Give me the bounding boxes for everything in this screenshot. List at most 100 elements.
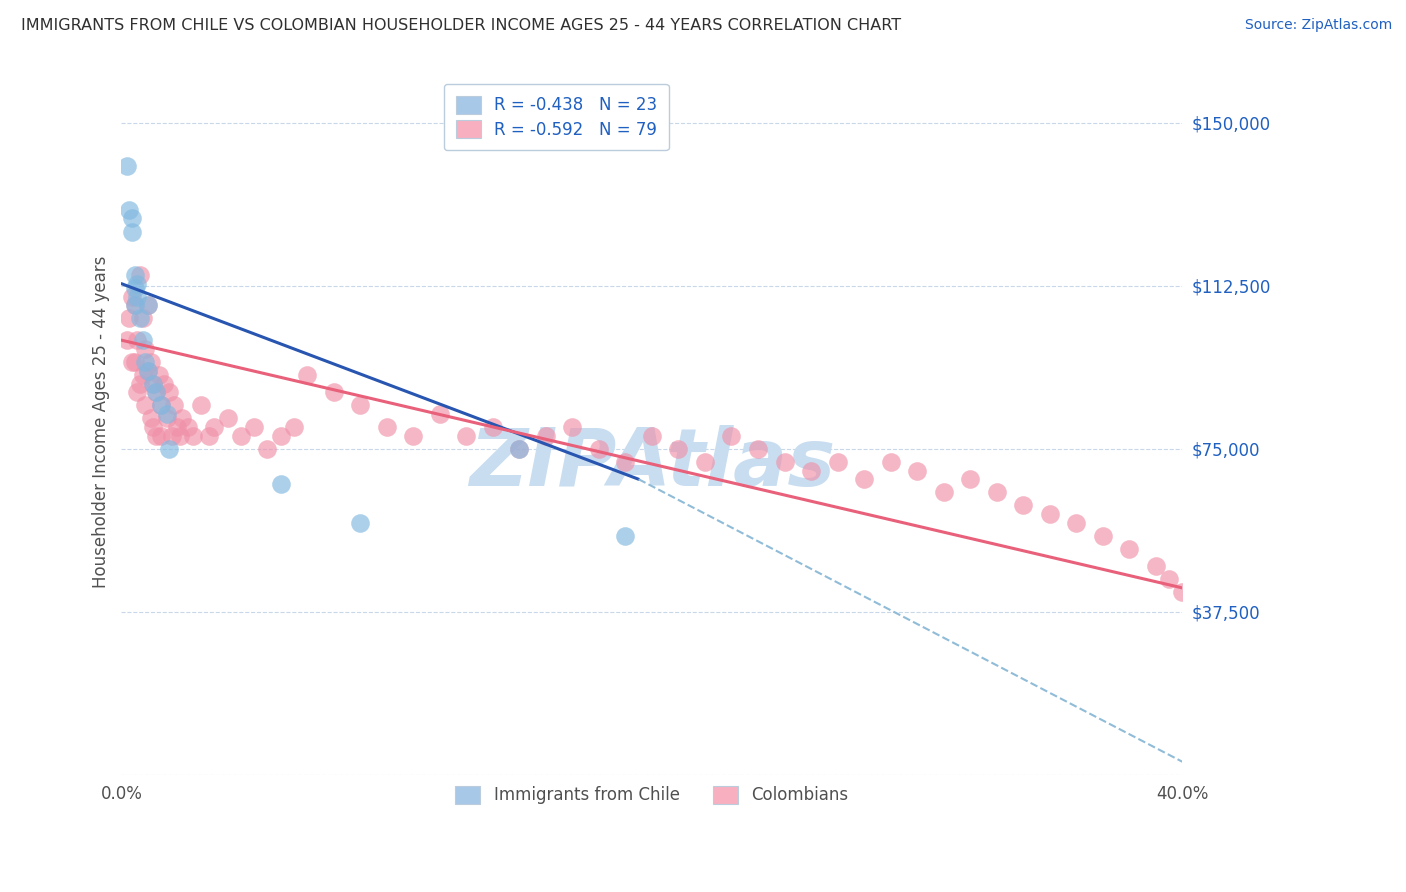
Legend: Immigrants from Chile, Colombians: Immigrants from Chile, Colombians: [444, 774, 860, 816]
Point: [349, 516, 371, 530]
Point: [641, 429, 664, 443]
Point: [256, 442, 278, 456]
Point: [121, 290, 143, 304]
Point: [1118, 541, 1140, 556]
Point: [561, 420, 583, 434]
Point: [124, 298, 146, 312]
Point: [349, 398, 371, 412]
Point: [124, 298, 146, 312]
Point: [375, 420, 398, 434]
Point: [508, 442, 530, 456]
Point: [150, 398, 173, 412]
Point: [136, 363, 159, 377]
Point: [668, 442, 690, 456]
Point: [1012, 499, 1035, 513]
Point: [157, 385, 180, 400]
Point: [118, 202, 141, 217]
Point: [163, 398, 186, 412]
Point: [134, 355, 156, 369]
Point: [1091, 529, 1114, 543]
Point: [136, 298, 159, 312]
Point: [131, 311, 153, 326]
Point: [139, 355, 162, 369]
Point: [127, 333, 149, 347]
Point: [127, 277, 149, 291]
Point: [118, 311, 141, 326]
Point: [124, 268, 146, 282]
Point: [136, 298, 159, 312]
Point: [153, 376, 176, 391]
Point: [295, 368, 318, 382]
Point: [402, 429, 425, 443]
Point: [124, 355, 146, 369]
Point: [588, 442, 610, 456]
Y-axis label: Householder Income Ages 25 - 44 years: Householder Income Ages 25 - 44 years: [93, 255, 110, 588]
Point: [131, 333, 153, 347]
Point: [827, 455, 849, 469]
Point: [1171, 585, 1194, 599]
Point: [534, 429, 557, 443]
Point: [456, 429, 478, 443]
Point: [150, 398, 173, 412]
Point: [139, 411, 162, 425]
Point: [121, 225, 143, 239]
Point: [142, 376, 165, 391]
Point: [229, 429, 252, 443]
Point: [157, 442, 180, 456]
Point: [614, 455, 637, 469]
Point: [129, 376, 152, 391]
Point: [283, 420, 305, 434]
Point: [508, 442, 530, 456]
Point: [166, 420, 188, 434]
Point: [481, 420, 503, 434]
Point: [177, 420, 200, 434]
Point: [150, 429, 173, 443]
Point: [121, 211, 143, 226]
Point: [243, 420, 266, 434]
Point: [136, 363, 159, 377]
Point: [134, 398, 156, 412]
Point: [127, 385, 149, 400]
Point: [145, 385, 167, 400]
Point: [800, 464, 823, 478]
Text: Source: ZipAtlas.com: Source: ZipAtlas.com: [1244, 18, 1392, 32]
Point: [879, 455, 901, 469]
Point: [217, 411, 239, 425]
Point: [155, 407, 177, 421]
Text: IMMIGRANTS FROM CHILE VS COLOMBIAN HOUSEHOLDER INCOME AGES 25 - 44 YEARS CORRELA: IMMIGRANTS FROM CHILE VS COLOMBIAN HOUSE…: [21, 18, 901, 33]
Point: [720, 429, 742, 443]
Point: [142, 420, 165, 434]
Point: [1144, 559, 1167, 574]
Point: [124, 281, 146, 295]
Point: [853, 472, 876, 486]
Point: [155, 411, 177, 425]
Point: [131, 368, 153, 382]
Point: [169, 429, 191, 443]
Point: [198, 429, 221, 443]
Point: [614, 529, 637, 543]
Point: [160, 429, 183, 443]
Point: [322, 385, 344, 400]
Point: [129, 268, 152, 282]
Point: [429, 407, 451, 421]
Point: [115, 159, 138, 173]
Point: [115, 333, 138, 347]
Point: [190, 398, 212, 412]
Point: [270, 476, 292, 491]
Point: [202, 420, 225, 434]
Text: ZIPAtlas: ZIPAtlas: [468, 425, 835, 503]
Point: [181, 429, 204, 443]
Point: [693, 455, 716, 469]
Point: [1066, 516, 1088, 530]
Point: [932, 485, 955, 500]
Point: [145, 385, 167, 400]
Point: [270, 429, 292, 443]
Point: [145, 429, 167, 443]
Point: [172, 411, 194, 425]
Point: [121, 355, 143, 369]
Point: [1159, 572, 1181, 586]
Point: [747, 442, 769, 456]
Point: [1039, 507, 1062, 521]
Point: [148, 368, 170, 382]
Point: [959, 472, 981, 486]
